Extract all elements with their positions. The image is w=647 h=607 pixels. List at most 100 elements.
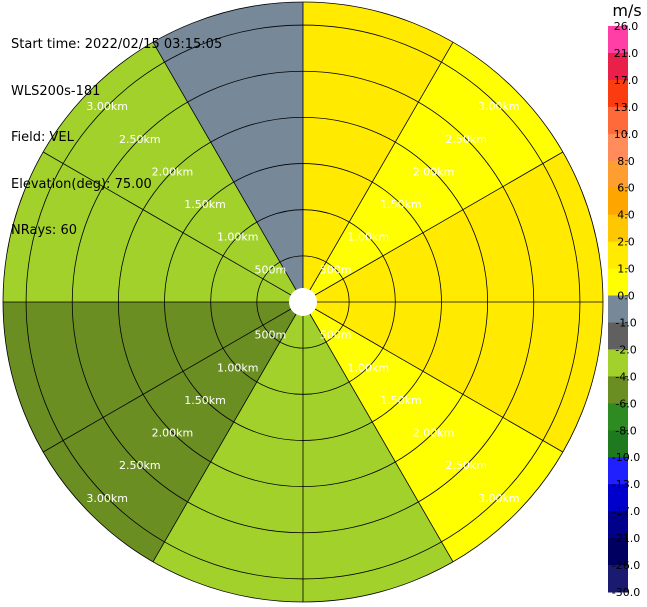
range-ring-label: 1.00km [217,361,259,374]
range-ring-label: 500m [320,329,352,342]
azimuth-spoke [42,301,304,453]
range-ring-label: 3.00km [478,492,520,505]
azimuth-spoke [302,301,454,563]
velocity-sector [153,302,303,602]
colorbar-bin [608,214,628,243]
velocity-sector [153,2,303,302]
colorbar-tick-label: -21.0 [612,532,640,545]
colorbar-tick-label: 17.0 [614,74,639,87]
colorbar-bin [608,349,628,377]
colorbar-bin [608,430,628,458]
colorbar-tick-label: -17.0 [612,505,640,518]
velocity-sector [2,302,303,452]
colorbar-bin [608,187,628,216]
ppi-plot: 500m 500m 500m 500m 1.00km 1.00km 1.00km 1.00km… [2,1,604,603]
colorbar-bin [608,403,628,431]
instrument-name: WLS200s-181 [11,83,101,99]
velocity-gates [2,2,603,602]
colorbar-tick-label: 10.0 [614,128,639,141]
range-ring-label: 1.00km [347,231,389,244]
range-ring-label: 2.50km [119,133,161,146]
colorbar-tick-label: 0.0 [617,290,635,303]
range-ring-label: 1.00km [217,231,259,244]
field-label: Field: [11,130,46,145]
colorbar-bins [608,26,628,593]
colorbar-bin [608,484,628,512]
range-ring-label: 2.50km [445,459,487,472]
azimuth-spokes [3,2,603,602]
colorbar-bin [608,26,628,54]
colorbar-tick-labels: 26.0 21.0 17.0 13.0 10.0 8.0 6.0 4.0 2.0 1.0 0.0 -1… [612,20,640,599]
colorbar-bin [608,457,628,485]
colorbar-bin [608,322,628,350]
colorbar-tick-label: -8.0 [615,424,636,437]
azimuth-spoke [152,301,304,563]
azimuth-spoke [302,41,454,303]
colorbar-tick-label: -10.0 [612,451,640,464]
blind-zone [289,288,317,316]
colorbar: m/s 26.0 21.0 17.0 13.0 10.0 8.0 6.0 4.0 2.0 1.0 0… [608,1,642,599]
velocity-sector [303,42,563,302]
elevation-line: Elevation(deg): 75.00 [11,177,222,193]
start-time-value: 2022/02/15 03:15:05 [84,37,223,52]
azimuth-spoke [42,151,304,303]
azimuth-spoke [152,41,304,303]
colorbar-tick-label: 2.0 [617,236,635,249]
range-ring-label: 2.00km [413,165,455,178]
colorbar-bin [608,295,628,323]
velocity-sector [43,42,303,302]
colorbar-tick-label: -30.0 [612,586,640,599]
velocity-sector [303,302,603,452]
colorbar-tick-label: 4.0 [617,209,635,222]
range-ring-label: 500m [255,329,287,342]
colorbar-tick-label: 13.0 [614,101,639,114]
nrays-value: 60 [60,223,77,238]
colorbar-bin [608,565,628,593]
colorbar-bin [608,52,628,81]
range-ring-label: 3.00km [478,100,520,113]
scan-info: Start time: 2022/02/15 03:15:05 WLS200s-… [11,6,222,254]
colorbar-bin [608,133,628,162]
velocity-sector [303,2,453,302]
field-line: Field: VEL [11,130,222,146]
colorbar-bin [608,79,628,108]
range-ring-label: 1.50km [380,394,422,407]
colorbar-tick-label: -1.0 [615,316,636,329]
range-ring-label: 2.00km [413,427,455,440]
colorbar-bin [608,511,628,539]
range-ring-label: 500m [320,263,352,276]
range-ring-labels: 500m 500m 500m 500m 1.00km 1.00km 1.00km 1.00km… [86,100,519,505]
colorbar-bin [608,241,628,270]
velocity-sector [303,302,453,602]
velocity-sector [43,302,303,562]
colorbar-tick-label: 6.0 [617,182,635,195]
range-ring-label: 2.00km [152,427,194,440]
start-time-label: Start time: [11,37,81,52]
range-ring-label: 2.50km [119,459,161,472]
velocity-sector [303,302,563,562]
range-ring-label: 2.00km [152,165,194,178]
velocity-sector [3,152,303,302]
range-ring-label: 3.00km [86,492,128,505]
range-ring-label: 500m [255,263,287,276]
colorbar-bin [608,106,628,135]
colorbar-tick-label: 26.0 [614,20,639,33]
range-ring-label: 1.50km [184,198,226,211]
colorbar-tick-label: 21.0 [614,47,639,60]
velocity-sector [303,152,603,302]
colorbar-tick-label: -26.0 [612,559,640,572]
elevation-value: 75.00 [114,176,152,192]
colorbar-bin [608,268,628,297]
azimuth-spoke [302,301,564,453]
range-ring-label: 1.00km [347,361,389,374]
field-value: VEL [49,130,74,145]
colorbar-tick-label: 8.0 [617,155,635,168]
nrays-line: NRays: 60 [11,223,222,239]
colorbar-bin [608,538,628,566]
colorbar-tick-label: -6.0 [615,397,636,410]
colorbar-title: m/s [612,1,641,20]
colorbar-bin [608,160,628,189]
colorbar-bin [608,376,628,404]
start-time-line: Start time: 2022/02/15 03:15:05 [11,37,222,53]
nrays-label: NRays: [11,223,57,238]
